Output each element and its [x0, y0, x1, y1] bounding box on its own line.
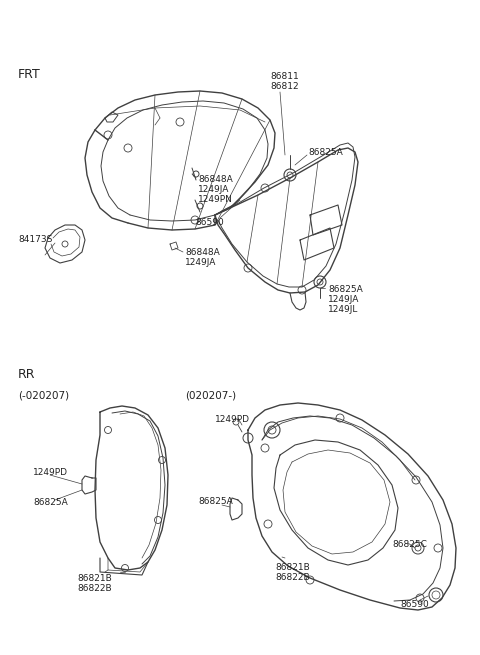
Text: 1249JA: 1249JA [185, 258, 216, 267]
Text: 86822B: 86822B [275, 573, 310, 582]
Text: 86825A: 86825A [198, 497, 233, 506]
Text: 86825A: 86825A [308, 148, 343, 157]
Text: 84173S: 84173S [18, 235, 52, 244]
Text: 86811: 86811 [270, 72, 299, 81]
Text: 86821B: 86821B [78, 574, 112, 583]
Text: 86825A: 86825A [328, 285, 363, 294]
Text: 86848A: 86848A [198, 175, 233, 184]
Text: 86822B: 86822B [78, 584, 112, 593]
Text: 86821B: 86821B [275, 563, 310, 572]
Text: 86848A: 86848A [185, 248, 220, 257]
Text: 1249PN: 1249PN [198, 195, 233, 204]
Text: 1249JA: 1249JA [328, 295, 360, 304]
Text: (-020207): (-020207) [18, 390, 69, 400]
Text: 86825C: 86825C [392, 540, 427, 549]
Text: 1249PD: 1249PD [33, 468, 68, 477]
Text: (020207-): (020207-) [185, 390, 236, 400]
Text: 86590: 86590 [400, 600, 429, 609]
Text: 1249JL: 1249JL [328, 305, 359, 314]
Text: FRT: FRT [18, 68, 41, 81]
Text: 86812: 86812 [270, 82, 299, 91]
Text: 1249JA: 1249JA [198, 185, 229, 194]
Text: 86825A: 86825A [33, 498, 68, 507]
Text: RR: RR [18, 368, 36, 381]
Text: 1249PD: 1249PD [215, 415, 250, 424]
Text: 86590: 86590 [195, 218, 224, 227]
